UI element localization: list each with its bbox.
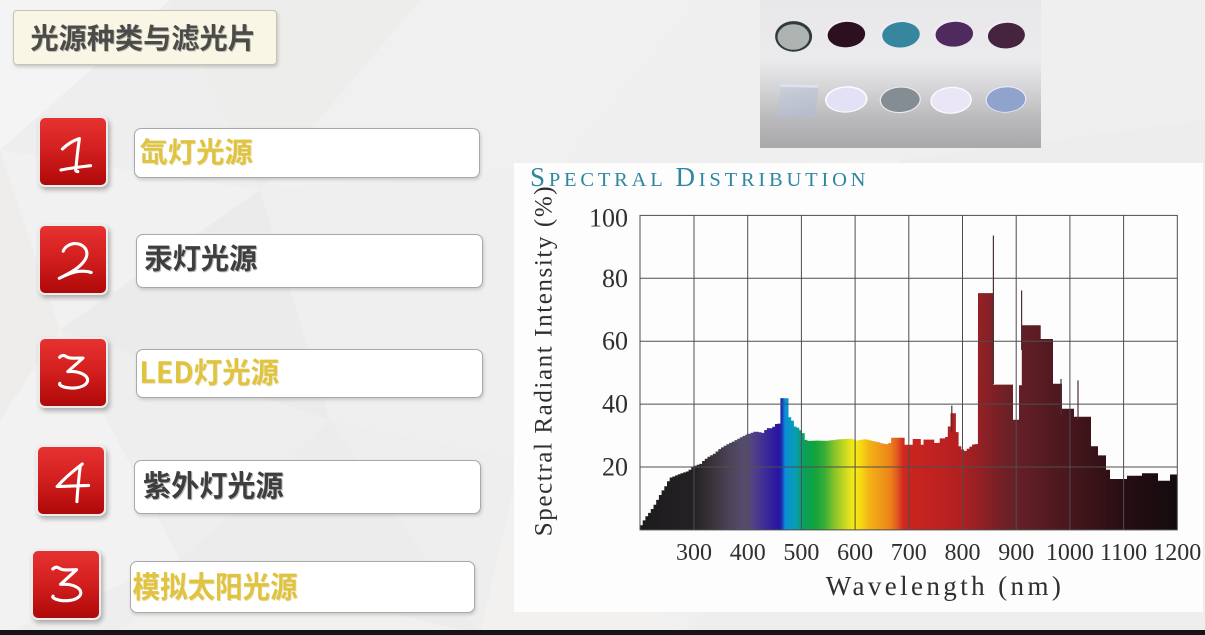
- svg-text:300: 300: [676, 540, 712, 566]
- svg-text:SPECTRAL DISTRIBUTION: SPECTRAL DISTRIBUTION: [530, 163, 869, 192]
- svg-text:900: 900: [998, 540, 1034, 566]
- svg-text:1000: 1000: [1046, 540, 1094, 566]
- svg-text:100: 100: [589, 203, 628, 232]
- svg-text:40: 40: [602, 390, 628, 419]
- svg-text:20: 20: [602, 453, 628, 482]
- svg-text:1100: 1100: [1100, 540, 1147, 566]
- svg-text:Wavelength (nm): Wavelength (nm): [826, 571, 1065, 601]
- svg-text:1200: 1200: [1153, 540, 1201, 566]
- svg-text:500: 500: [783, 540, 819, 566]
- svg-text:80: 80: [602, 264, 628, 293]
- svg-text:400: 400: [730, 540, 766, 566]
- svg-text:700: 700: [891, 540, 927, 566]
- svg-text:600: 600: [837, 540, 873, 566]
- svg-text:800: 800: [945, 540, 981, 566]
- svg-text:60: 60: [602, 327, 628, 356]
- svg-text:Spectral Radiant Intensity (%): Spectral Radiant Intensity (%): [531, 185, 558, 536]
